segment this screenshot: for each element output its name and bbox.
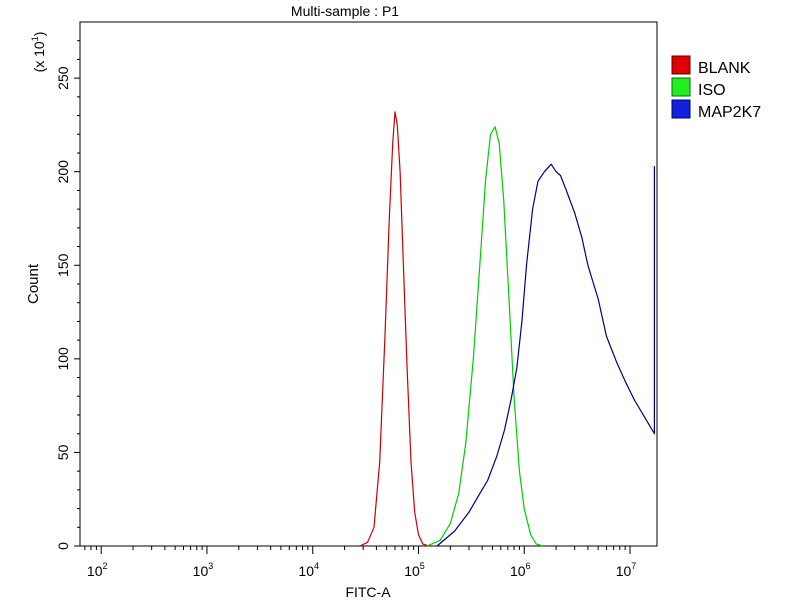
y-tick-label: 200 [55,160,71,184]
y-tick-label: 50 [55,444,71,460]
x-tick-label: 103 [193,561,214,579]
legend-label-blank: BLANK [698,60,751,77]
x-tick-label: 102 [87,561,108,579]
legend-label-map2k7: MAP2K7 [698,104,761,121]
y-tick-label: 250 [55,66,71,90]
y-tick-label: 100 [55,347,71,371]
series-layer [359,111,656,547]
x-tick-label: 105 [404,561,425,579]
x-tick-label: 106 [510,561,531,579]
legend-swatch-map2k7 [671,99,691,119]
chart-title: Multi-sample : P1 [291,3,399,19]
series-line-blank [359,111,429,547]
y-multiplier-exp: 1 [30,36,40,41]
legend-swatch-iso [671,77,691,97]
legend: BLANK ISO MAP2K7 [671,55,761,121]
x-axis-label: FITC-A [345,584,391,600]
legend-swatch-blank [671,55,691,75]
x-tick-label: 107 [616,561,637,579]
series-line-map2k7 [436,163,656,547]
x-tick-label: 104 [298,561,319,579]
y-multiplier-label: (x 101) [30,32,47,73]
y-tick-label: 150 [55,253,71,277]
series-line-iso [426,126,544,547]
y-tick-label: 0 [55,542,71,550]
y-multiplier-base: (x 10 [31,41,47,72]
y-axis-label: Count [25,263,42,304]
tick-layer: 102 103 104 105 106 107 0 50 100 150 200 250 [55,40,637,579]
legend-label-iso: ISO [698,82,726,99]
